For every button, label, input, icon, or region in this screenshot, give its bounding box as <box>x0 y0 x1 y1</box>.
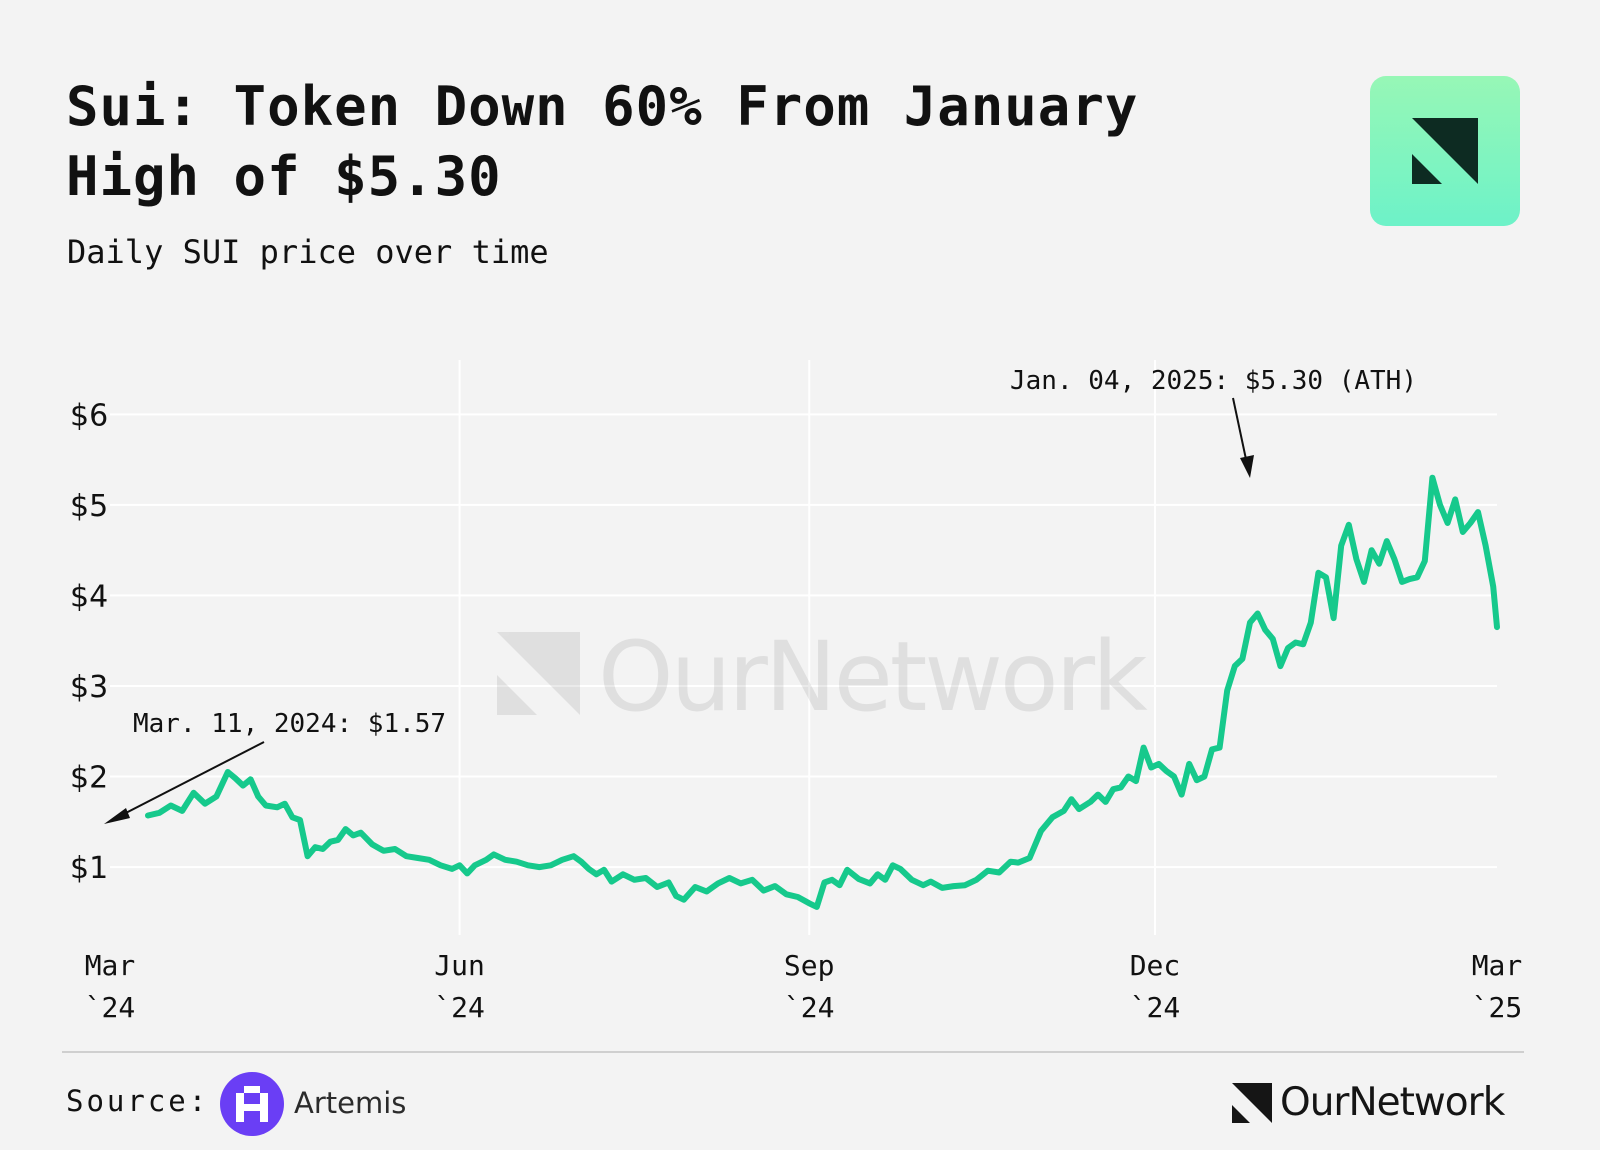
y-tick-label: $2 <box>70 761 108 796</box>
chart-subtitle: Daily SUI price over time <box>67 233 549 271</box>
y-tick-label: $5 <box>70 489 108 524</box>
x-tick-label: Dec <box>1130 949 1181 982</box>
y-tick-label: $3 <box>70 670 108 705</box>
x-tick-label: Mar <box>85 949 136 982</box>
watermark-text: OurNetwork <box>598 621 1148 733</box>
annotation-ath-label: Jan. 04, 2025: $5.30 (ATH) <box>1010 366 1417 396</box>
footer-divider <box>62 1051 1524 1053</box>
annotations: Mar. 11, 2024: $1.57 Jan. 04, 2025: $5.3… <box>104 366 1417 824</box>
x-tick-label: `24 <box>1130 991 1181 1024</box>
x-tick-label: Mar <box>1472 949 1523 982</box>
ournetwork-brand-icon <box>1232 1083 1272 1123</box>
artemis-logo-icon <box>236 1086 268 1122</box>
price-chart: OurNetwork $1 $2 $3 $4 $5 $6 Mar `24 Jun `24 Sep `… <box>70 360 1523 1024</box>
page-title: Sui: Token Down 60% From January High of… <box>66 75 1139 208</box>
y-tick-label: $1 <box>70 851 108 886</box>
annotation-start-label: Mar. 11, 2024: $1.57 <box>133 709 446 739</box>
brand-name: OurNetwork <box>1280 1080 1505 1125</box>
artemis-logo <box>220 1072 284 1136</box>
x-tick-label: Sep <box>784 949 835 982</box>
y-tick-label: $4 <box>70 579 108 614</box>
gridlines <box>110 360 1497 935</box>
source-name: Artemis <box>294 1086 407 1120</box>
price-line <box>145 474 1500 910</box>
watermark: OurNetwork <box>497 621 1151 733</box>
y-tick-label: $6 <box>70 398 108 433</box>
y-axis: $1 $2 $3 $4 $5 $6 <box>70 398 108 886</box>
x-tick-label: `24 <box>784 991 835 1024</box>
ournetwork-logo-tile <box>1370 76 1520 226</box>
x-tick-label: `24 <box>434 991 485 1024</box>
x-axis: Mar `24 Jun `24 Sep `24 Dec `24 Mar `25 <box>85 949 1523 1024</box>
source-label: Source: <box>66 1084 210 1118</box>
ournetwork-logo-icon <box>1412 118 1478 184</box>
x-tick-label: Jun <box>434 949 485 982</box>
x-tick-label: `24 <box>85 991 136 1024</box>
x-tick-label: `25 <box>1472 991 1523 1024</box>
